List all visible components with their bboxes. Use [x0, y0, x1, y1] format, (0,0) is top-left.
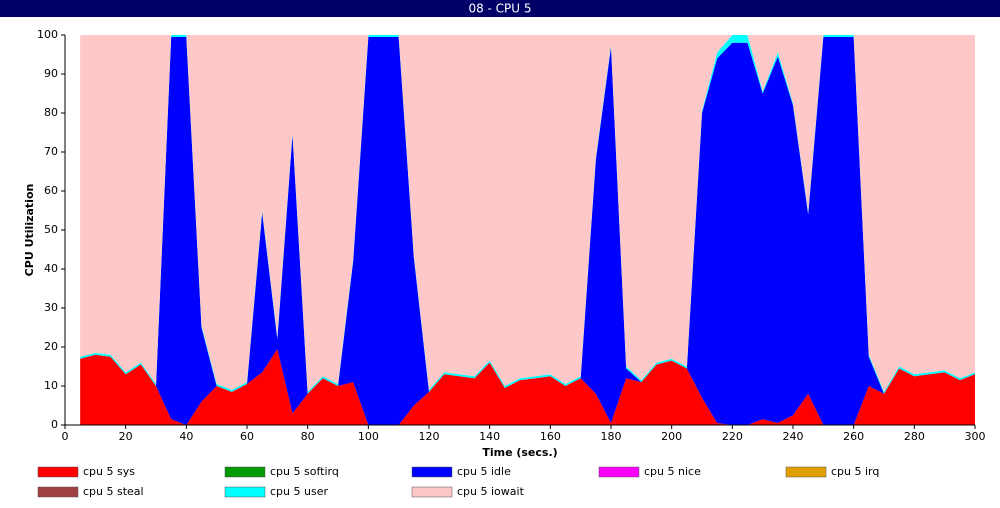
legend-label: cpu 5 steal: [83, 485, 144, 498]
legend-label: cpu 5 iowait: [457, 485, 525, 498]
chart-title: 08 - CPU 5: [468, 2, 531, 16]
title-bar: [0, 0, 1000, 17]
x-tick-label: 60: [240, 430, 254, 443]
x-tick-label: 180: [601, 430, 622, 443]
x-tick-label: 20: [119, 430, 133, 443]
area: [80, 348, 975, 425]
x-tick-label: 200: [661, 430, 682, 443]
x-tick-label: 260: [843, 430, 864, 443]
legend-swatch: [411, 486, 453, 498]
legend-label: cpu 5 idle: [457, 465, 511, 478]
area: [80, 35, 975, 394]
x-tick-label: 40: [179, 430, 193, 443]
x-tick-label: 0: [62, 430, 69, 443]
y-tick-label: 100: [37, 28, 58, 41]
y-tick-label: 80: [44, 106, 58, 119]
area: [80, 36, 975, 425]
x-axis-label: Time (secs.): [482, 446, 557, 459]
y-tick-label: 10: [44, 379, 58, 392]
x-tick-label: 160: [540, 430, 561, 443]
y-tick-label: 0: [51, 418, 58, 431]
x-tick-label: 220: [722, 430, 743, 443]
legend-label: cpu 5 nice: [644, 465, 701, 478]
legend-swatch: [37, 486, 79, 498]
legend-label: cpu 5 irq: [831, 465, 879, 478]
x-tick-label: 120: [419, 430, 440, 443]
x-tick-label: 80: [301, 430, 315, 443]
area: [80, 35, 975, 392]
x-tick-label: 100: [358, 430, 379, 443]
x-tick-label: 280: [904, 430, 925, 443]
legend-swatch: [224, 486, 266, 498]
legend-swatch: [37, 466, 79, 478]
y-axis-label: CPU Utilization: [23, 184, 36, 277]
legend-swatch: [598, 466, 640, 478]
legend-label: cpu 5 softirq: [270, 465, 339, 478]
legend-label: cpu 5 sys: [83, 465, 135, 478]
y-tick-label: 20: [44, 340, 58, 353]
legend-swatch: [411, 466, 453, 478]
legend-swatch: [785, 466, 827, 478]
y-tick-label: 90: [44, 67, 58, 80]
legend-label: cpu 5 user: [270, 485, 328, 498]
x-tick-label: 140: [479, 430, 500, 443]
y-tick-label: 70: [44, 145, 58, 158]
x-tick-label: 240: [783, 430, 804, 443]
y-tick-label: 50: [44, 223, 58, 236]
y-tick-label: 60: [44, 184, 58, 197]
x-tick-label: 300: [965, 430, 986, 443]
y-tick-label: 30: [44, 301, 58, 314]
legend-swatch: [224, 466, 266, 478]
y-tick-label: 40: [44, 262, 58, 275]
